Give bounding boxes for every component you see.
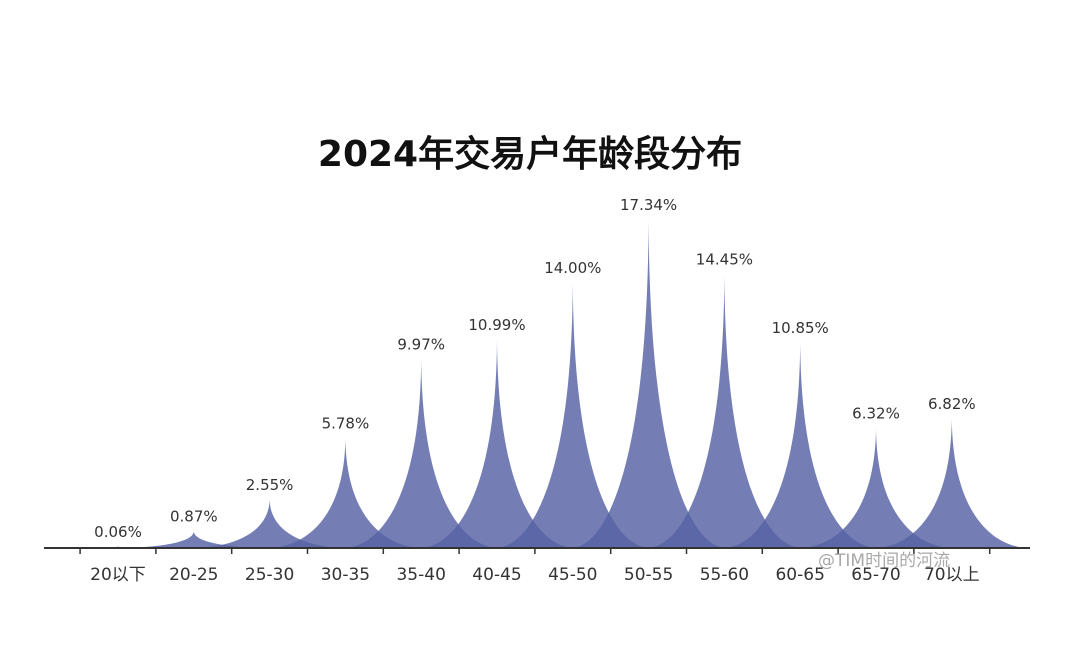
- peak-50-55: [570, 220, 727, 548]
- category-label: 35-40: [396, 565, 445, 585]
- value-label: 0.87%: [170, 508, 218, 526]
- watermark-text: @TIM时间的河流: [818, 551, 950, 571]
- category-label: 70以上: [924, 565, 980, 585]
- category-label: 45-50: [548, 565, 597, 585]
- peak-70以上: [873, 418, 1030, 548]
- value-label: 10.85%: [772, 319, 829, 337]
- value-label: 6.32%: [852, 404, 900, 422]
- peak-20-25: [115, 531, 272, 548]
- peak-40-45: [419, 340, 575, 548]
- category-label: 40-45: [472, 565, 521, 585]
- category-label: 65-70: [851, 565, 900, 585]
- peaks-layer: [40, 220, 1030, 548]
- value-label: 6.82%: [928, 395, 976, 413]
- value-label: 17.34%: [620, 196, 677, 214]
- chart-title: 2024年交易户年龄段分布: [318, 133, 742, 175]
- category-label: 20以下: [90, 565, 146, 585]
- category-label: 50-55: [624, 565, 673, 585]
- category-label: 60-65: [775, 565, 824, 585]
- value-label: 5.78%: [322, 415, 370, 433]
- peak-65-70: [798, 428, 954, 548]
- value-label: 14.45%: [696, 251, 753, 269]
- peak-60-65: [722, 342, 879, 548]
- peak-25-30: [191, 499, 348, 548]
- value-labels: 0.06% 0.87% 2.55% 5.78% 9.97% 10.99% 14.00% 17.…: [94, 196, 975, 541]
- category-label: 25-30: [245, 565, 294, 585]
- value-label: 10.99%: [468, 316, 525, 334]
- category-label: 20-25: [169, 565, 218, 585]
- value-label: 9.97%: [397, 335, 445, 353]
- value-label: 2.55%: [246, 476, 294, 494]
- peak-45-50: [494, 283, 651, 548]
- peak-30-35: [267, 438, 424, 548]
- category-label: 55-60: [700, 565, 749, 585]
- category-labels: 20以下 20-25 25-30 30-35 35-40 40-45 45-50 50-55 5…: [90, 565, 979, 585]
- peak-35-40: [343, 359, 500, 548]
- x-axis-ticks: [79, 548, 991, 554]
- value-label: 0.06%: [94, 523, 142, 541]
- category-label: 30-35: [321, 565, 370, 585]
- value-label: 14.00%: [544, 259, 601, 277]
- peak-55-60: [646, 274, 803, 548]
